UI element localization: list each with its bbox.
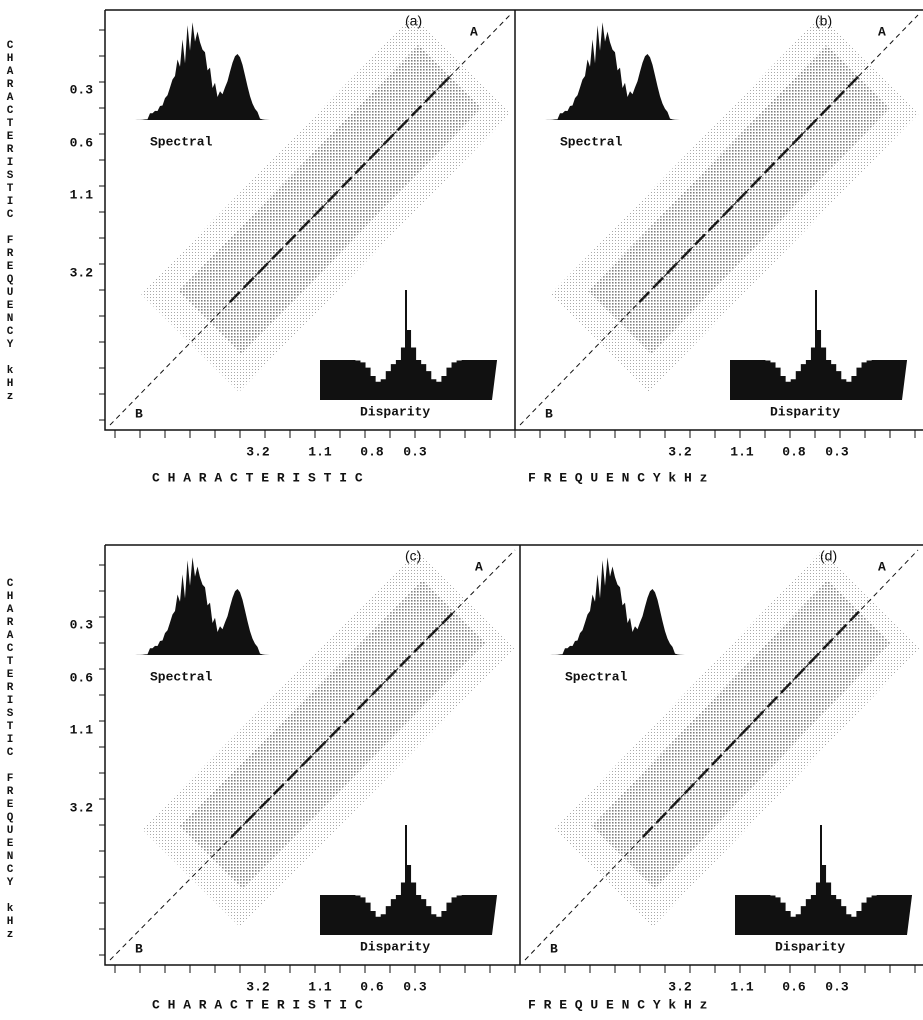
diagonal xyxy=(109,14,511,426)
y-tick-label: 0.6 xyxy=(70,135,94,150)
inset-label: Disparity xyxy=(770,404,840,419)
panel-label: (d) xyxy=(820,548,837,564)
x-tick-label: 0.3 xyxy=(825,444,849,459)
x-tick-label: 0.3 xyxy=(825,979,849,994)
corner-label: A xyxy=(878,559,886,574)
corner-label: B xyxy=(545,406,553,421)
panel-label: (a) xyxy=(405,13,422,29)
inset-label: Disparity xyxy=(360,404,430,419)
x-tick-label: 3.2 xyxy=(246,979,270,994)
x-axis-label: C H A R A C T E R I S T I C xyxy=(152,470,363,485)
y-tick-label: 1.1 xyxy=(70,722,94,737)
corner-label: A xyxy=(878,24,886,39)
ridge xyxy=(641,610,860,838)
x-tick-label: 0.8 xyxy=(782,444,806,459)
inset-label: Spectral xyxy=(565,669,628,684)
y-axis-label: CHARACTERISTIC FREQUENCY kHz xyxy=(4,40,16,404)
spectral-histogram xyxy=(125,557,275,655)
spectral-histogram xyxy=(535,22,685,121)
disparity-histogram xyxy=(320,330,498,400)
x-tick-label: 3.2 xyxy=(668,979,692,994)
corner-label: A xyxy=(470,24,478,39)
panel-label: (c) xyxy=(405,548,421,564)
x-axis-label: C H A R A C T E R I S T I C xyxy=(152,997,363,1012)
x-tick-label: 1.1 xyxy=(308,979,332,994)
spectral-histogram xyxy=(540,557,690,655)
x-tick-label: 0.8 xyxy=(360,444,384,459)
x-axis-label: F R E Q U E N C Y k H z xyxy=(528,470,707,485)
x-tick-label: 0.6 xyxy=(782,979,806,994)
diagonal xyxy=(524,549,919,961)
x-tick-label: 1.1 xyxy=(730,979,754,994)
y-tick-label: 0.3 xyxy=(70,617,94,632)
x-tick-label: 1.1 xyxy=(730,444,754,459)
y-tick-label: 3.2 xyxy=(70,265,94,280)
x-tick-label: 3.2 xyxy=(668,444,692,459)
inset-label: Disparity xyxy=(360,939,430,954)
panel-label: (b) xyxy=(815,13,832,29)
corner-label: B xyxy=(135,406,143,421)
x-tick-label: 1.1 xyxy=(308,444,332,459)
y-tick-label: 1.1 xyxy=(70,187,94,202)
spectral-histogram xyxy=(125,22,275,121)
inset-label: Spectral xyxy=(560,134,623,149)
frame xyxy=(104,544,923,966)
corner-label: B xyxy=(550,941,558,956)
y-axis-label: CHARACTERISTIC FREQUENCY kHz xyxy=(4,578,16,942)
y-tick-label: 0.3 xyxy=(70,82,94,97)
disparity-histogram xyxy=(735,865,913,935)
diagonal xyxy=(109,549,516,961)
disparity-histogram xyxy=(320,865,498,935)
x-tick-label: 0.3 xyxy=(403,444,427,459)
x-tick-label: 0.3 xyxy=(403,979,427,994)
inset-label: Spectral xyxy=(150,134,213,149)
corner-label: B xyxy=(135,941,143,956)
corner-label: A xyxy=(475,559,483,574)
disparity-histogram xyxy=(730,330,908,400)
x-tick-label: 0.6 xyxy=(360,979,384,994)
inset-label: Spectral xyxy=(150,669,213,684)
frame xyxy=(104,9,923,431)
x-axis-label: F R E Q U E N C Y k H z xyxy=(528,997,707,1012)
y-tick-label: 0.6 xyxy=(70,670,94,685)
y-tick-label: 3.2 xyxy=(70,800,94,815)
x-tick-label: 3.2 xyxy=(246,444,270,459)
inset-label: Disparity xyxy=(775,939,845,954)
